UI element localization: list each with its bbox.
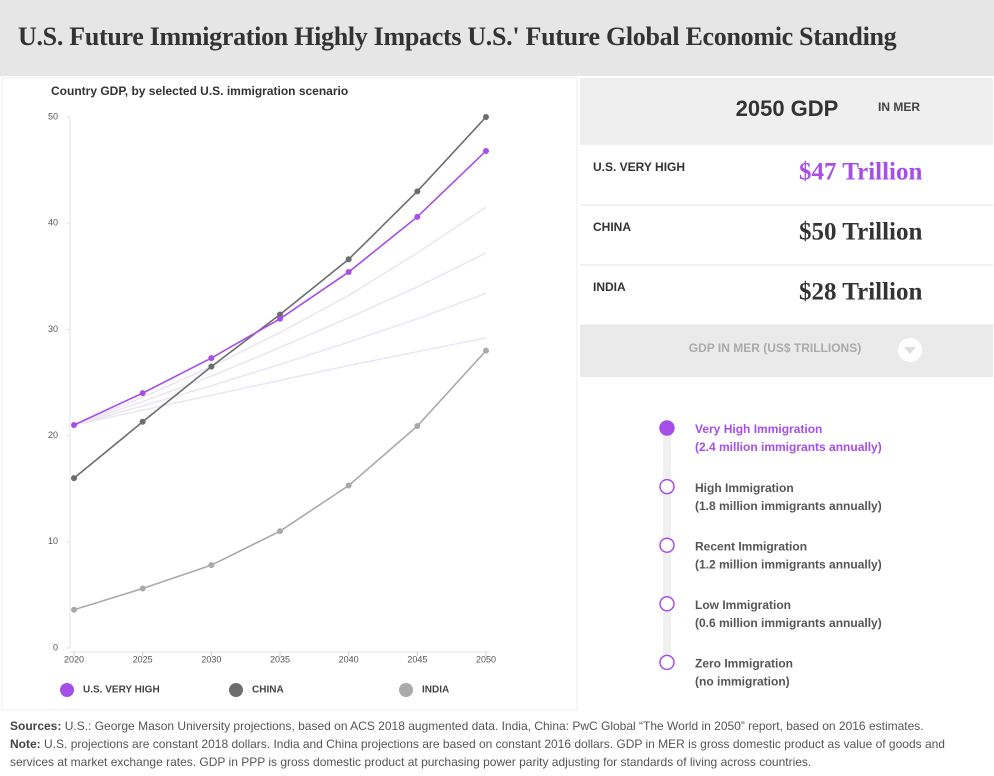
- x-tick-label: 2045: [407, 654, 427, 664]
- scenario-detail[interactable]: (0.6 million immigrants annually): [695, 616, 882, 630]
- scenario-detail[interactable]: (no immigration): [695, 675, 790, 689]
- background-line: [73, 252, 487, 426]
- background-line: [73, 292, 487, 426]
- scenario-radio[interactable]: [659, 478, 675, 495]
- data-point: [208, 355, 215, 362]
- panel-header: [580, 78, 993, 145]
- scenario-radio[interactable]: [659, 654, 675, 671]
- chart-title: Country GDP, by selected U.S. immigratio…: [51, 84, 348, 98]
- header: U.S. Future Immigration Highly Impacts U…: [0, 0, 994, 76]
- scenario-name[interactable]: Zero Immigration: [695, 657, 793, 671]
- data-point: [71, 421, 77, 428]
- sources-text: U.S.: George Mason University projection…: [64, 719, 924, 733]
- scenario-detail[interactable]: (1.8 million immigrants annually): [695, 499, 882, 513]
- dropdown-arrow[interactable]: [904, 347, 916, 354]
- data-point: [345, 482, 352, 489]
- y-tick-label: 50: [48, 111, 58, 121]
- panel-unit: IN MER: [878, 100, 920, 114]
- row-value: $50 Trillion: [799, 219, 922, 246]
- scenario-name[interactable]: Recent Immigration: [695, 539, 807, 553]
- data-point: [277, 311, 283, 318]
- data-point: [139, 390, 146, 397]
- data-point: [208, 562, 215, 569]
- x-tick-label: 2035: [270, 654, 290, 664]
- data-point: [139, 418, 146, 425]
- side-panel: [580, 78, 993, 710]
- scenario-name[interactable]: High Immigration: [695, 481, 794, 495]
- y-tick-label: 10: [48, 536, 58, 546]
- data-point: [208, 363, 215, 370]
- data-point: [71, 606, 77, 613]
- panel-heading: 2050 GDP: [736, 96, 839, 121]
- legend-label: CHINA: [252, 685, 284, 696]
- scenario-radio[interactable]: [659, 420, 675, 436]
- legend-marker: [60, 683, 74, 697]
- sources: Sources: U.S.: George Mason University p…: [10, 717, 985, 735]
- y-tick-label: 20: [48, 430, 58, 440]
- row-value: $47 Trillion: [799, 159, 922, 186]
- y-tick-label: 30: [48, 324, 58, 334]
- data-point: [345, 269, 352, 276]
- scenario-name[interactable]: Very High Immigration: [695, 422, 822, 436]
- sources-label: Sources:: [10, 719, 62, 733]
- legend-marker: [229, 683, 243, 697]
- y-tick-label: 40: [48, 218, 58, 228]
- row-label: CHINA: [593, 220, 631, 234]
- row-value: $28 Trillion: [799, 279, 922, 306]
- data-point: [414, 423, 421, 430]
- scenario-name[interactable]: Low Immigration: [695, 598, 791, 612]
- data-point: [277, 528, 283, 535]
- footer: Sources: U.S.: George Mason University p…: [10, 717, 985, 771]
- scenario-detail[interactable]: (1.2 million immigrants annually): [695, 557, 882, 571]
- x-tick-label: 2025: [133, 654, 153, 664]
- dropdown[interactable]: [580, 325, 993, 377]
- data-point: [414, 213, 421, 220]
- background-line: [73, 337, 487, 426]
- scenario-radio[interactable]: [659, 596, 675, 612]
- data-point: [483, 347, 489, 354]
- note-text: U.S. projections are constant 2018 dolla…: [10, 737, 945, 769]
- chart-panel: [1, 77, 578, 711]
- data-point: [483, 114, 489, 120]
- data-point: [414, 188, 421, 195]
- x-tick-label: 2030: [201, 654, 221, 664]
- scenario-detail[interactable]: (2.4 million immigrants annually): [695, 440, 882, 454]
- data-point: [483, 147, 489, 154]
- scenario-radio[interactable]: [659, 537, 675, 553]
- page-title: U.S. Future Immigration Highly Impacts U…: [18, 22, 897, 51]
- data-point: [277, 315, 283, 322]
- legend-marker: [399, 683, 413, 697]
- y-tick-label: 0: [53, 642, 58, 652]
- background-line: [73, 206, 487, 426]
- legend-label: U.S. VERY HIGH: [83, 685, 160, 696]
- note: Note: U.S. projections are constant 2018…: [10, 735, 985, 771]
- x-tick-label: 2050: [476, 654, 496, 664]
- chart: Country GDP, by selected U.S. immigratio…: [1, 77, 993, 711]
- note-label: Note:: [10, 737, 41, 751]
- legend-label: INDIA: [422, 685, 449, 696]
- x-tick-label: 2020: [64, 654, 84, 664]
- data-point: [71, 475, 77, 482]
- data-point: [345, 256, 352, 263]
- dropdown-label[interactable]: GDP IN MER (US$ TRILLIONS): [689, 341, 861, 355]
- row-label: INDIA: [593, 280, 626, 294]
- x-tick-label: 2040: [339, 654, 359, 664]
- data-point: [139, 585, 146, 592]
- row-label: U.S. VERY HIGH: [593, 160, 685, 174]
